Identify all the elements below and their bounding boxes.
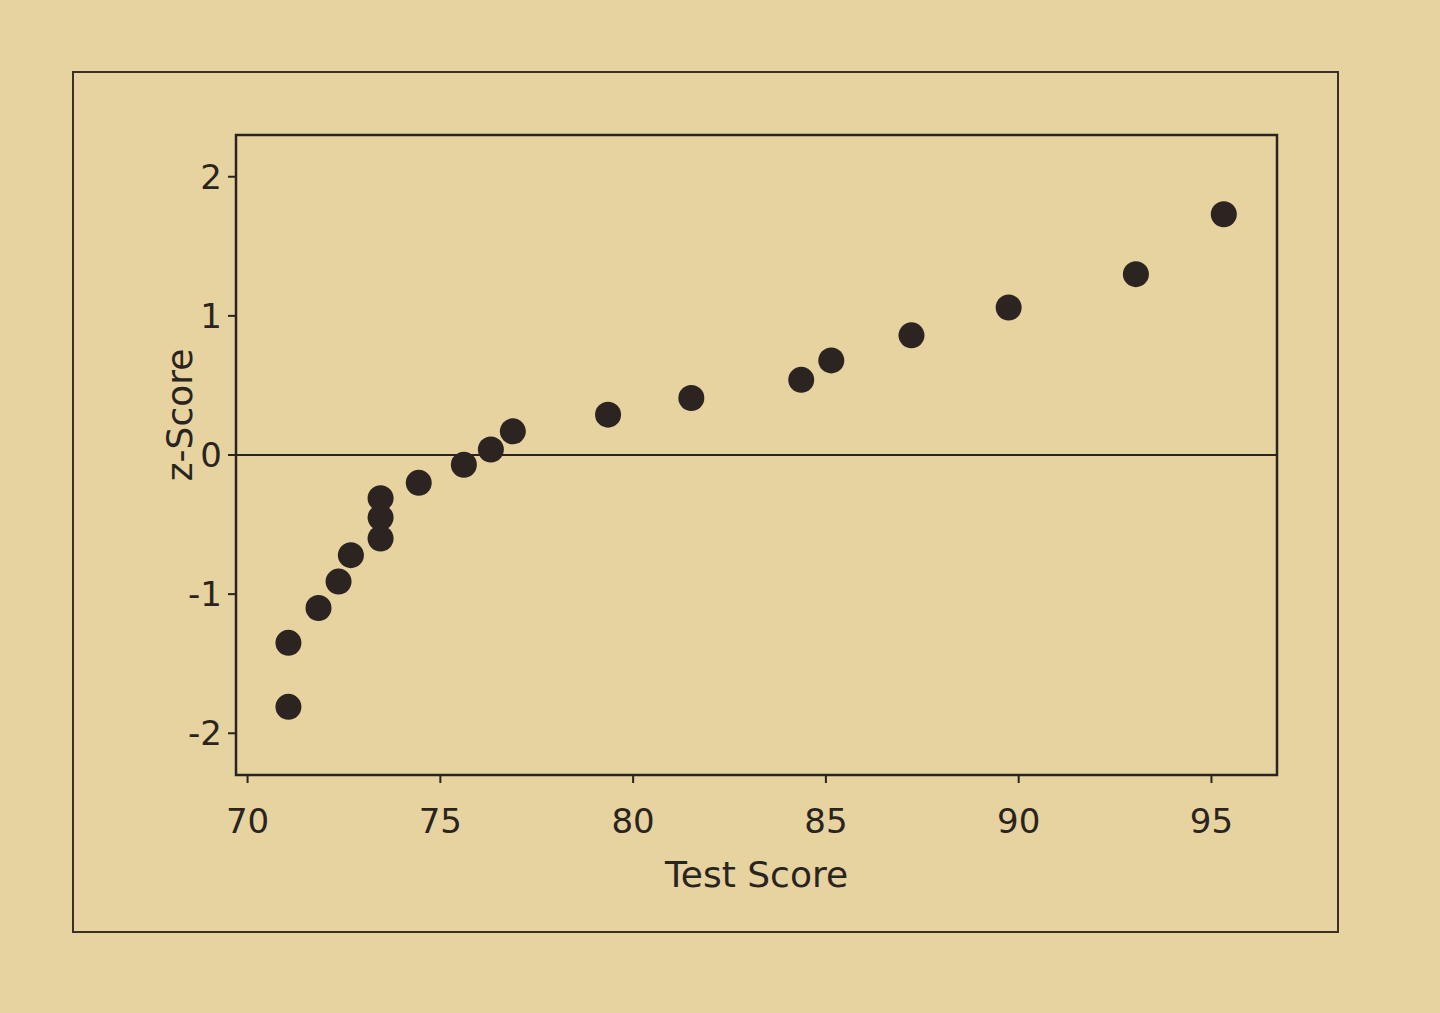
y-axis-title: z-Score [159,349,200,482]
x-tick-label: 80 [611,801,654,841]
y-tick-label: -1 [188,574,222,614]
point [306,595,332,621]
point [326,569,352,595]
point [595,402,621,428]
y-tick-label: 2 [200,157,222,197]
point [368,485,394,511]
point [275,630,301,656]
x-tick [632,775,634,783]
x-axis-title: Test Score [664,854,848,895]
x-tick [439,775,441,783]
y-tick [228,454,236,456]
background [0,0,1440,1013]
plot-frame [236,135,1277,775]
point [478,436,504,462]
point [678,385,704,411]
x-tick-label: 70 [226,801,269,841]
point [1123,261,1149,287]
point [898,322,924,348]
x-tick [247,775,249,783]
x-tick-label: 95 [1190,801,1233,841]
y-tick [228,176,236,178]
reference-line [236,454,1277,456]
point [451,452,477,478]
y-tick-label: -2 [188,713,222,753]
y-tick-label: 0 [200,435,222,475]
outer-frame [73,72,1338,932]
y-tick [228,315,236,317]
point [788,367,814,393]
y-tick [228,732,236,734]
plot-area [236,201,1277,720]
point [996,295,1022,321]
x-tick [825,775,827,783]
x-tick-label: 75 [419,801,462,841]
x-tick-label: 90 [997,801,1040,841]
point [275,694,301,720]
x-tick [1210,775,1212,783]
point [818,347,844,373]
x-tick [1018,775,1020,783]
x-tick-label: 85 [804,801,847,841]
y-tick [228,593,236,595]
point [406,470,432,496]
point [1211,201,1237,227]
y-tick-label: 1 [200,296,222,336]
point [338,542,364,568]
point [500,418,526,444]
